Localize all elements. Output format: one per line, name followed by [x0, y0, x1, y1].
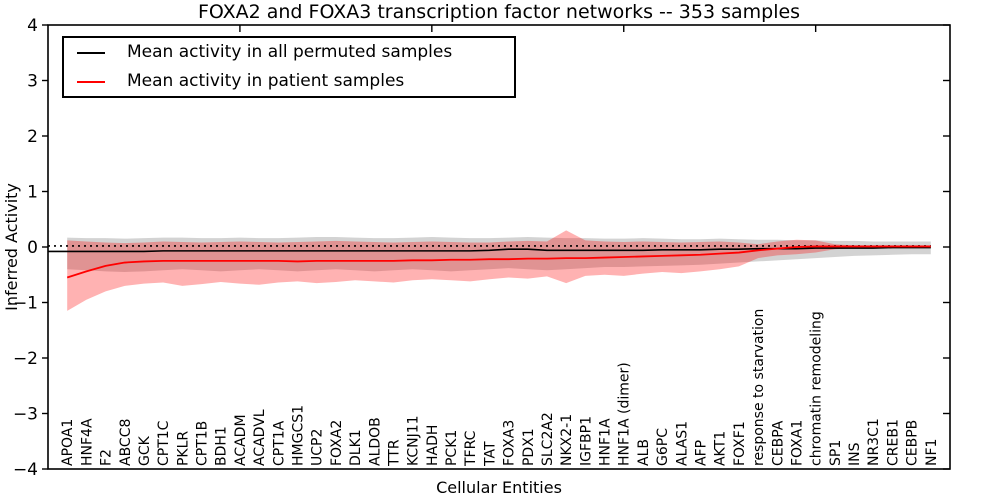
- legend-label-patient: Mean activity in patient samples: [127, 71, 405, 91]
- x-tick-label: PKLR: [175, 431, 191, 466]
- x-tick-label: chromatin remodeling: [809, 311, 825, 466]
- x-tick-label: CPT1A: [271, 420, 287, 466]
- x-tick-label: HNF1A (dimer): [617, 362, 633, 466]
- x-tick-label: response to starvation: [751, 309, 767, 466]
- x-tick-label: AFP: [694, 440, 710, 466]
- x-tick-label: AKT1: [713, 431, 729, 466]
- x-tick-label: UCP2: [310, 429, 326, 466]
- band-patient-samples-range: [67, 230, 931, 311]
- x-tick-label: CPT1B: [195, 421, 211, 466]
- x-tick-label: INS: [847, 442, 863, 466]
- x-tick-label: NF1: [924, 439, 940, 466]
- x-tick-label: PCK1: [444, 430, 460, 466]
- x-tick-label: HNF4A: [79, 418, 95, 466]
- x-tick-label: FOXF1: [732, 421, 748, 466]
- x-tick-label: KCNJ11: [406, 415, 422, 466]
- legend-entry-permuted: Mean activity in all permuted samples: [77, 44, 514, 61]
- y-tick-label: −1: [13, 294, 38, 314]
- x-tick-label: HNF1A: [598, 418, 614, 466]
- x-tick-label: ALAS1: [674, 421, 690, 466]
- x-tick-label: APOA1: [60, 419, 76, 466]
- x-tick-label: ABCC8: [118, 419, 134, 466]
- x-tick-label: NKX2-1: [559, 414, 575, 466]
- x-tick-label: FOXA3: [502, 420, 518, 466]
- legend-label-permuted: Mean activity in all permuted samples: [127, 42, 453, 62]
- x-tick-label: ACADM: [233, 414, 249, 466]
- y-tick-label: 1: [27, 183, 38, 203]
- x-axis-label: Cellular Entities: [436, 478, 562, 497]
- x-tick-label: CPT1C: [156, 420, 172, 466]
- y-tick-label: −3: [13, 405, 38, 425]
- top-ticks: [239, 25, 817, 32]
- y-tick-label: −2: [13, 349, 38, 369]
- x-tick-label: FOXA2: [329, 420, 345, 466]
- y-tick-label: 2: [27, 127, 38, 147]
- x-tick-label: SLC2A2: [540, 412, 556, 466]
- x-tick-label: GCK: [137, 435, 153, 466]
- legend: Mean activity in all permuted samples Me…: [62, 36, 516, 98]
- legend-entry-patient: Mean activity in patient samples: [77, 73, 514, 90]
- legend-line-patient-icon: [77, 80, 105, 83]
- x-tick-label: G6PC: [655, 428, 671, 466]
- x-tick-label: CREB1: [885, 419, 901, 466]
- y-axis-label: Inferred Activity: [2, 183, 21, 311]
- bands: [67, 230, 931, 311]
- x-tick-label: TAT: [482, 441, 498, 467]
- x-tick-label: TTR: [386, 439, 402, 467]
- x-tick-label: BDH1: [214, 426, 230, 466]
- x-tick-label: DLK1: [348, 429, 364, 466]
- x-tick-label: HADH: [425, 425, 441, 466]
- x-tick-label: IGFBP1: [578, 416, 594, 466]
- y-tick-label: 0: [27, 238, 38, 258]
- x-tick-label: ACADVL: [252, 409, 268, 466]
- x-tick-label: TFRC: [463, 430, 479, 467]
- x-tick-label: HMGCS1: [290, 405, 306, 466]
- x-axis-labels: APOA1 HNF4A F2 ABCC8 GCK CPT1C PKLR CPT1B BDH1 AC…: [60, 309, 940, 467]
- chart-title: FOXA2 and FOXA3 transcription factor net…: [197, 1, 801, 23]
- x-tick-label: NR3C1: [866, 418, 882, 466]
- y-tick-label: −4: [13, 460, 38, 480]
- y-tick-label: 4: [27, 16, 38, 36]
- x-tick-label: CEBPB: [905, 420, 921, 466]
- legend-line-permuted-icon: [77, 51, 105, 54]
- x-tick-label: F2: [99, 449, 115, 466]
- x-tick-label: ALDOB: [367, 417, 383, 466]
- x-tick-label: PDX1: [521, 428, 537, 466]
- x-tick-label: CEBPA: [770, 420, 786, 466]
- x-tick-label: ALB: [636, 439, 652, 466]
- x-tick-label: FOXA1: [789, 420, 805, 466]
- series-line-1: [66, 245, 931, 279]
- x-tick-label: SP1: [828, 440, 844, 466]
- y-tick-label: 3: [27, 72, 38, 92]
- y-axis-ticks: 4 3 2 1 0 −1 −2 −3 −4: [13, 16, 950, 480]
